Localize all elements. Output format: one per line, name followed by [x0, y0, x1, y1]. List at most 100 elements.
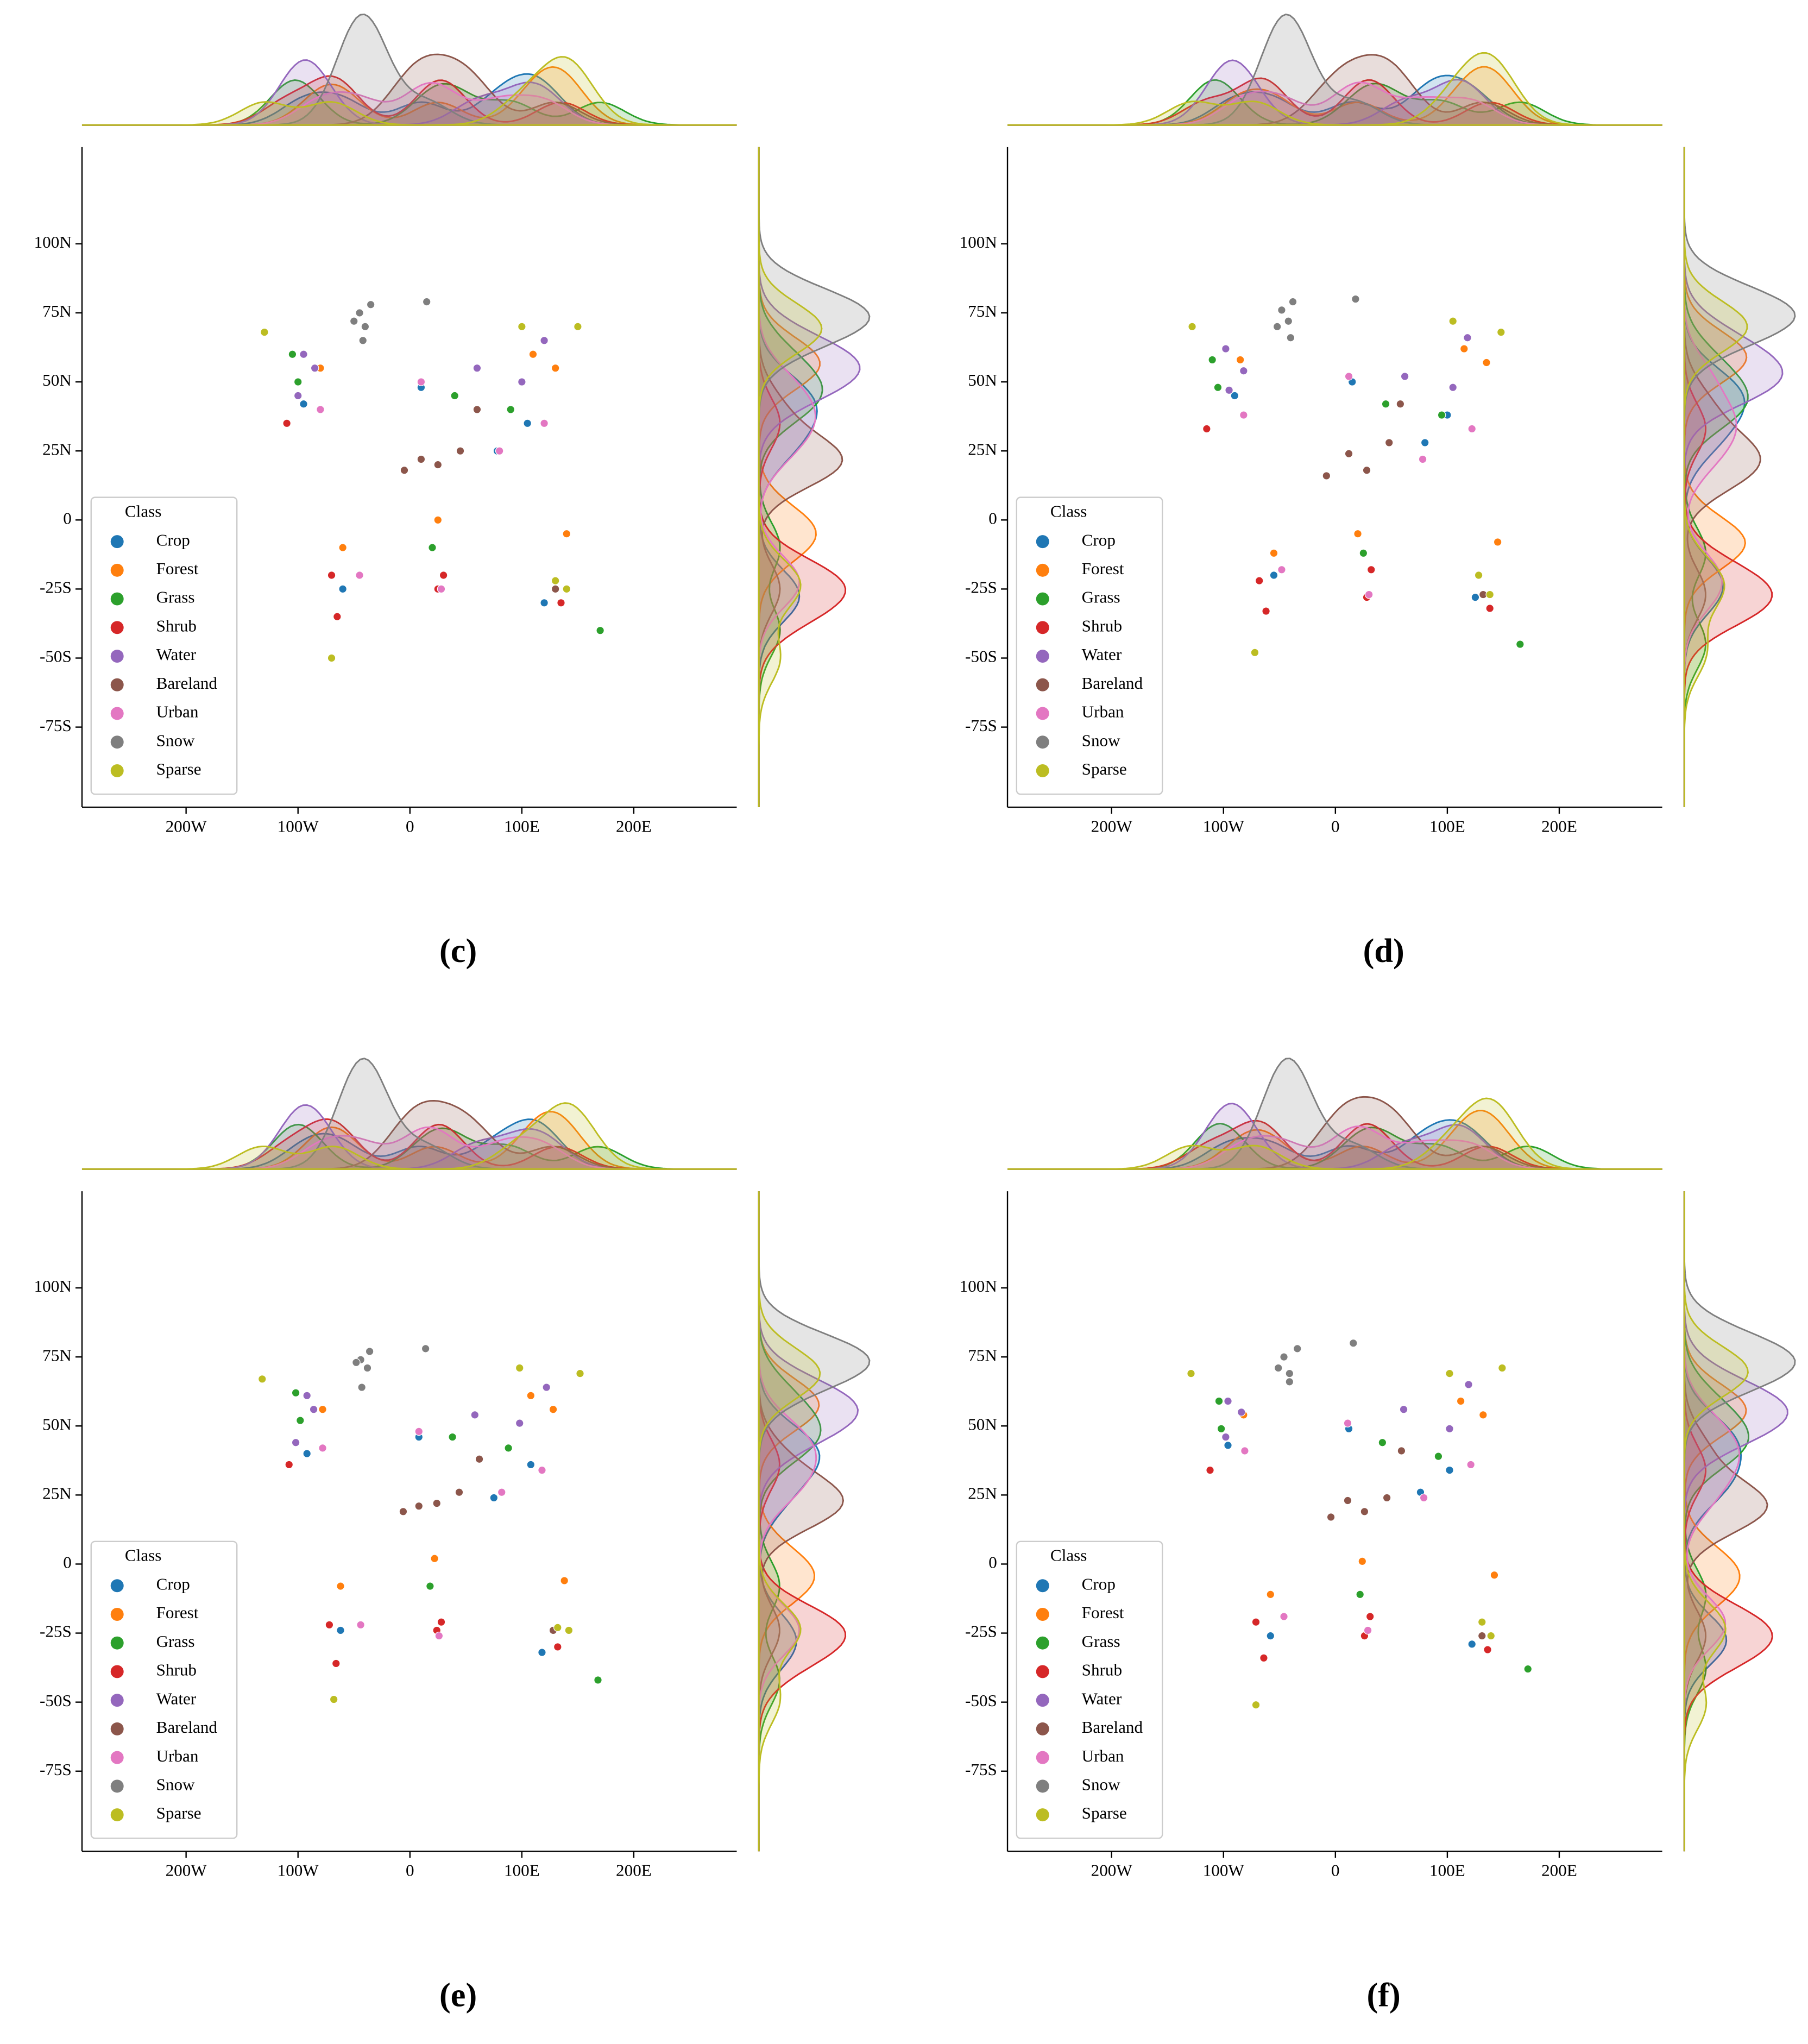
point: [303, 1391, 311, 1400]
point: [1351, 294, 1360, 304]
legend-marker: [110, 1636, 124, 1650]
point: [1466, 1460, 1475, 1469]
point: [1363, 1626, 1372, 1635]
y-tick-label: 50N: [968, 1414, 997, 1433]
legend-marker: [1036, 735, 1049, 749]
point: [318, 1444, 327, 1452]
legend-label: Shrub: [156, 616, 197, 635]
point: [1445, 1424, 1454, 1433]
point: [303, 1449, 311, 1458]
legend-marker: [1036, 1808, 1049, 1822]
y-tick-label: -25S: [40, 578, 72, 597]
legend-label: Bareland: [1082, 1718, 1143, 1737]
point: [594, 1676, 602, 1684]
point: [358, 336, 368, 345]
point: [1490, 1570, 1499, 1580]
panel: 200W 100W 0 100E 200E 100N 75N 50N 25N 0 -25S -50S -…: [960, 13, 1796, 970]
point: [456, 446, 465, 455]
point: [551, 363, 560, 373]
point: [518, 378, 526, 386]
point: [437, 584, 446, 594]
legend-marker: [1036, 1665, 1049, 1678]
y-tick-label: -25S: [40, 1622, 72, 1641]
point: [1214, 1397, 1224, 1406]
point: [310, 363, 319, 373]
point: [1237, 1408, 1246, 1417]
point: [538, 1466, 546, 1475]
y-tick-label: 50N: [42, 1414, 72, 1433]
point: [282, 419, 291, 428]
legend-title: Class: [1050, 502, 1087, 521]
point: [1344, 449, 1353, 458]
legend-label: Sparse: [1082, 1803, 1127, 1822]
point: [1359, 549, 1368, 558]
legend-label: Grass: [1082, 1632, 1120, 1651]
point: [1259, 1653, 1268, 1663]
legend-marker: [110, 1751, 124, 1764]
point: [450, 391, 459, 400]
x-tick-label: 100W: [1203, 1861, 1245, 1880]
legend-label: Urban: [1082, 702, 1124, 721]
point: [1285, 1369, 1294, 1378]
point: [574, 322, 582, 331]
legend-marker: [1036, 535, 1049, 549]
legend-marker: [110, 1779, 124, 1793]
legend-marker: [110, 1694, 124, 1707]
legend-label: Crop: [1082, 530, 1116, 549]
point: [1356, 1590, 1364, 1599]
legend-label: Grass: [156, 588, 195, 607]
point: [299, 350, 308, 359]
point: [1498, 1363, 1507, 1373]
point: [1365, 1612, 1375, 1621]
point: [1240, 1446, 1249, 1455]
x-tick-label: 0: [1331, 1861, 1340, 1880]
point: [540, 336, 549, 345]
legend-marker: [110, 650, 124, 663]
legend-marker: [1036, 707, 1049, 720]
point: [285, 1460, 294, 1469]
point: [399, 1507, 408, 1516]
point: [327, 653, 336, 663]
legend-box: [1016, 496, 1163, 795]
y-tick-label: 75N: [42, 301, 72, 320]
point: [430, 1554, 439, 1563]
legend-label: Snow: [156, 1775, 195, 1794]
point: [1251, 1700, 1261, 1709]
legend-label: Water: [156, 1689, 197, 1708]
point: [1397, 1446, 1406, 1455]
y-tick-label: -75S: [965, 716, 997, 735]
x-tick-label: 200E: [616, 1861, 652, 1880]
point: [448, 1432, 457, 1442]
legend-label: Crop: [156, 530, 190, 549]
point: [1239, 366, 1248, 375]
legend-marker: [1036, 650, 1049, 663]
point: [291, 1388, 300, 1398]
point: [1516, 640, 1524, 649]
x-tick-label: 100E: [1429, 1861, 1465, 1880]
point: [428, 543, 437, 552]
point: [1399, 1405, 1408, 1414]
point: [1224, 1441, 1232, 1450]
point: [417, 455, 426, 464]
point: [489, 1493, 499, 1502]
y-tick-label: 75N: [968, 301, 997, 320]
point: [596, 626, 604, 635]
point: [1255, 576, 1264, 585]
legend-marker: [1036, 764, 1049, 777]
legend-label: Sparse: [156, 1803, 201, 1822]
x-tick-label: 0: [406, 1861, 414, 1880]
y-tick-label: -75S: [40, 716, 72, 735]
legend-box: [90, 1540, 238, 1839]
point: [325, 1620, 334, 1630]
y-tick-label: 0: [988, 1553, 997, 1572]
y-tick-label: -75S: [40, 1760, 72, 1779]
point: [1497, 328, 1505, 337]
panel-label: (f): [1367, 1976, 1401, 2014]
top-kde: [81, 56, 737, 126]
point: [538, 1648, 546, 1657]
point: [293, 391, 303, 400]
point: [1467, 1640, 1477, 1649]
point: [1239, 411, 1248, 419]
legend-label: Bareland: [1082, 674, 1143, 693]
